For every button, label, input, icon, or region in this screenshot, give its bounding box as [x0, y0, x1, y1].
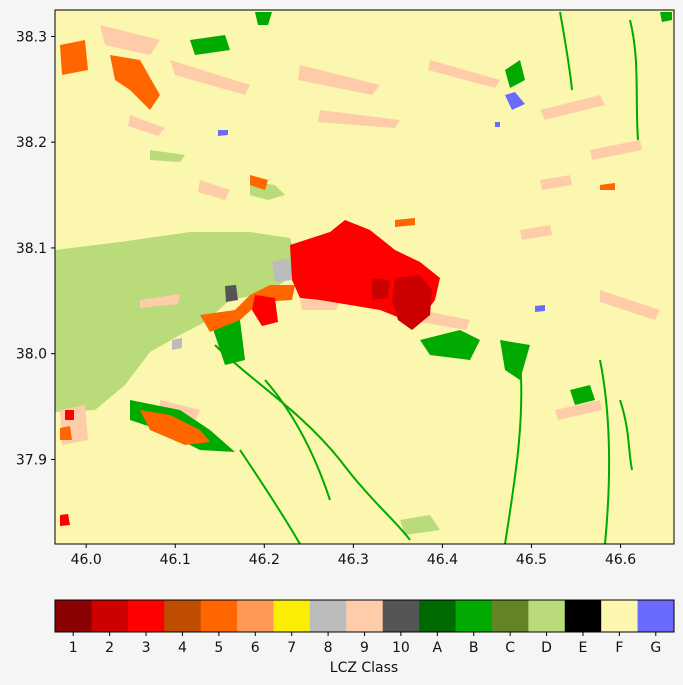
colorbar-tick-label: 6 — [251, 640, 260, 656]
colorbar-tick-label: 10 — [392, 640, 410, 656]
colorbar-tick-label: 9 — [360, 640, 369, 656]
colorbar-swatch-f — [601, 600, 639, 632]
lcz-10-patch — [225, 285, 238, 302]
colorbar-swatch-1 — [55, 600, 92, 632]
colorbar-swatch-3 — [127, 600, 165, 632]
lcz-8-patch — [172, 338, 182, 350]
colorbar-swatch-4 — [164, 600, 202, 632]
colorbar-tick-label: 5 — [214, 640, 223, 656]
lcz-8-patch — [272, 258, 292, 282]
colorbar-swatch-a — [419, 600, 457, 632]
lcz-5-patches — [60, 40, 615, 445]
colorbar-tick-label: A — [433, 640, 443, 656]
colorbar-swatch-2 — [91, 600, 129, 632]
lcz-9-patches — [60, 25, 660, 445]
x-tick-label: 46.6 — [605, 552, 636, 568]
x-tick-label: 46.4 — [427, 552, 458, 568]
lcz-d-patch — [150, 150, 185, 162]
map-plot — [55, 10, 674, 544]
x-tick-label: 46.3 — [338, 552, 369, 568]
colorbar-title: LCZ Class — [330, 660, 398, 676]
colorbar-swatch-g — [637, 600, 675, 632]
colorbar: 1 2 3 4 5 6 7 8 9 10 A B C D E F G — [54, 599, 675, 656]
colorbar-swatch-e — [564, 600, 602, 632]
colorbar-swatch-b — [455, 600, 493, 632]
colorbar-tick-label: 8 — [324, 640, 333, 656]
x-tick-label: 46.1 — [160, 552, 191, 568]
colorbar-tick-label: B — [469, 640, 479, 656]
colorbar-tick-label: G — [650, 640, 661, 656]
colorbar-swatch-d — [528, 600, 566, 632]
lcz-g-water — [218, 92, 545, 312]
y-tick-label: 37.9 — [16, 452, 47, 468]
colorbar-tick-label: C — [505, 640, 515, 656]
y-tick-label: 38.1 — [16, 241, 47, 257]
lcz-b-rivers — [214, 11, 639, 544]
x-tick-label: 46.0 — [71, 552, 102, 568]
lcz-3-patch — [252, 295, 278, 326]
colorbar-swatch-5 — [200, 600, 238, 632]
x-axis: 46.0 46.1 46.2 46.3 46.4 46.5 46.6 — [71, 544, 636, 568]
lcz-3-patch — [65, 410, 74, 420]
colorbar-swatch-10 — [382, 600, 420, 632]
lcz-d-patch — [400, 515, 440, 535]
colorbar-swatch-7 — [273, 600, 311, 632]
colorbar-tick-label: 4 — [178, 640, 187, 656]
lcz-2-patch — [372, 278, 390, 300]
colorbar-tick-label: E — [579, 640, 588, 656]
colorbar-swatch-8 — [309, 600, 347, 632]
map-frame — [54, 9, 675, 545]
colorbar-tick-label: 3 — [142, 640, 151, 656]
colorbar-tick-label: F — [615, 640, 623, 656]
colorbar-tick-label: 1 — [69, 640, 78, 656]
lcz-3-patch — [60, 514, 70, 526]
y-tick-label: 38.2 — [16, 135, 47, 151]
colorbar-tick-label: D — [541, 640, 552, 656]
y-tick-label: 38.0 — [16, 347, 47, 363]
colorbar-swatch-9 — [346, 600, 384, 632]
colorbar-swatch-c — [491, 600, 529, 632]
colorbar-tick-label: 2 — [105, 640, 114, 656]
colorbar-tick-label: 7 — [287, 640, 296, 656]
colorbar-swatch-6 — [237, 600, 274, 632]
x-tick-label: 46.2 — [249, 552, 280, 568]
x-tick-label: 46.5 — [516, 552, 547, 568]
lcz-2-patch — [392, 275, 432, 330]
y-tick-label: 38.3 — [16, 29, 47, 45]
colorbar-frame — [54, 599, 675, 633]
lcz-d-west-region — [55, 232, 300, 412]
y-axis: 38.3 38.2 38.1 38.0 37.9 — [16, 29, 55, 468]
